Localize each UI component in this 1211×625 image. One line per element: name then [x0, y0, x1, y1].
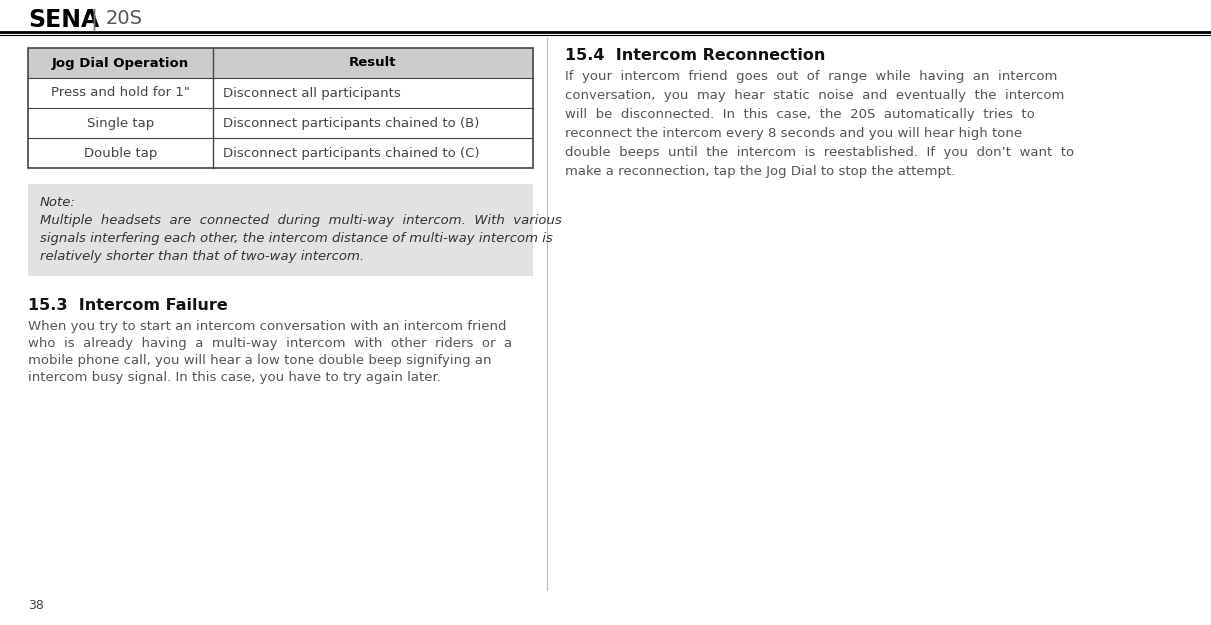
- Text: Multiple  headsets  are  connected  during  multi-way  intercom.  With  various: Multiple headsets are connected during m…: [40, 214, 562, 227]
- Text: mobile phone call, you will hear a low tone double beep signifying an: mobile phone call, you will hear a low t…: [28, 354, 492, 367]
- Text: 15.4  Intercom Reconnection: 15.4 Intercom Reconnection: [566, 48, 826, 63]
- Text: Disconnect participants chained to (B): Disconnect participants chained to (B): [223, 116, 480, 129]
- Text: intercom busy signal. In this case, you have to try again later.: intercom busy signal. In this case, you …: [28, 371, 441, 384]
- Text: Double tap: Double tap: [84, 146, 157, 159]
- Text: relatively shorter than that of two-way intercom.: relatively shorter than that of two-way …: [40, 250, 365, 263]
- Text: Result: Result: [349, 56, 397, 69]
- Text: who  is  already  having  a  multi-way  intercom  with  other  riders  or  a: who is already having a multi-way interc…: [28, 337, 512, 350]
- Bar: [28, 48, 533, 78]
- Text: will  be  disconnected.  In  this  case,  the  20S  automatically  tries  to: will be disconnected. In this case, the …: [566, 108, 1034, 121]
- Text: Single tap: Single tap: [87, 116, 154, 129]
- Text: |: |: [90, 8, 97, 29]
- Text: Note:: Note:: [40, 196, 76, 209]
- Text: Jog Dial Operation: Jog Dial Operation: [52, 56, 189, 69]
- Bar: [28, 48, 533, 168]
- Bar: [28, 184, 533, 276]
- Text: Disconnect all participants: Disconnect all participants: [223, 86, 401, 99]
- Text: If  your  intercom  friend  goes  out  of  range  while  having  an  intercom: If your intercom friend goes out of rang…: [566, 70, 1057, 83]
- Text: make a reconnection, tap the Jog Dial to stop the attempt.: make a reconnection, tap the Jog Dial to…: [566, 165, 955, 178]
- Text: reconnect the intercom every 8 seconds and you will hear high tone: reconnect the intercom every 8 seconds a…: [566, 127, 1022, 140]
- Text: 15.3  Intercom Failure: 15.3 Intercom Failure: [28, 298, 228, 313]
- Text: 20S: 20S: [107, 9, 143, 28]
- Text: Disconnect participants chained to (C): Disconnect participants chained to (C): [223, 146, 480, 159]
- Text: conversation,  you  may  hear  static  noise  and  eventually  the  intercom: conversation, you may hear static noise …: [566, 89, 1064, 102]
- Text: signals interfering each other, the intercom distance of multi-way intercom is: signals interfering each other, the inte…: [40, 232, 552, 245]
- Text: 38: 38: [28, 599, 44, 612]
- Text: double  beeps  until  the  intercom  is  reestablished.  If  you  don’t  want  t: double beeps until the intercom is reest…: [566, 146, 1074, 159]
- Text: Press and hold for 1": Press and hold for 1": [51, 86, 190, 99]
- Text: SENA: SENA: [28, 8, 99, 32]
- Text: When you try to start an intercom conversation with an intercom friend: When you try to start an intercom conver…: [28, 320, 506, 333]
